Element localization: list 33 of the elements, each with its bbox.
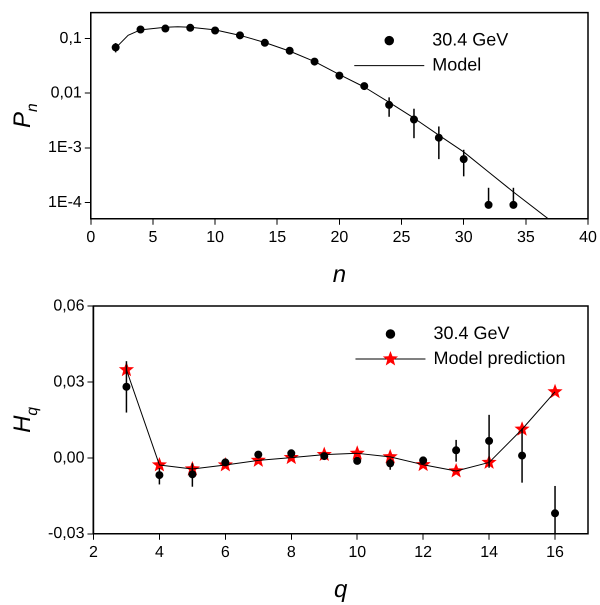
y-tick-label: 0,06	[53, 297, 85, 314]
y-axis-title: Pn	[9, 103, 42, 128]
legend-label: Model prediction	[433, 348, 566, 368]
x-tick-label: 15	[268, 228, 286, 246]
y-tick-label: 0,00	[53, 449, 85, 466]
y-tick-label: 0,01	[50, 84, 82, 102]
x-tick-label: 10	[206, 228, 224, 246]
y-tick-label: 0,03	[53, 373, 85, 390]
y-axis-title: Hq	[9, 406, 42, 433]
x-tick-label: 16	[546, 544, 564, 561]
y-tick-label: 1E-4	[48, 194, 82, 211]
x-tick-label: 25	[392, 228, 411, 246]
y-tick-label: 1E-3	[48, 139, 82, 156]
x-axis-title: q	[334, 576, 348, 603]
x-tick-label: 35	[516, 228, 535, 246]
legend-label: Model	[432, 54, 482, 75]
x-tick-label: 14	[480, 544, 498, 561]
x-tick-label: 10	[348, 544, 366, 561]
x-tick-label: 20	[330, 228, 348, 246]
x-tick-label: 40	[579, 228, 597, 246]
x-axis-title: n	[332, 261, 346, 288]
x-tick-label: 5	[148, 228, 158, 246]
y-tick-label: 0,1	[60, 30, 82, 48]
legend-label: 30.4 GeV	[432, 30, 508, 50]
x-tick-label: 6	[220, 544, 230, 561]
y-tick-label: -0,03	[48, 525, 85, 542]
x-tick-label: 12	[414, 544, 432, 561]
x-tick-label: 2	[89, 544, 98, 561]
legend-label: 30.4 GeV	[433, 322, 510, 343]
x-tick-label: 8	[286, 544, 296, 561]
x-tick-label: 30	[454, 228, 473, 246]
x-tick-label: 0	[86, 228, 96, 246]
x-tick-label: 4	[154, 544, 164, 561]
